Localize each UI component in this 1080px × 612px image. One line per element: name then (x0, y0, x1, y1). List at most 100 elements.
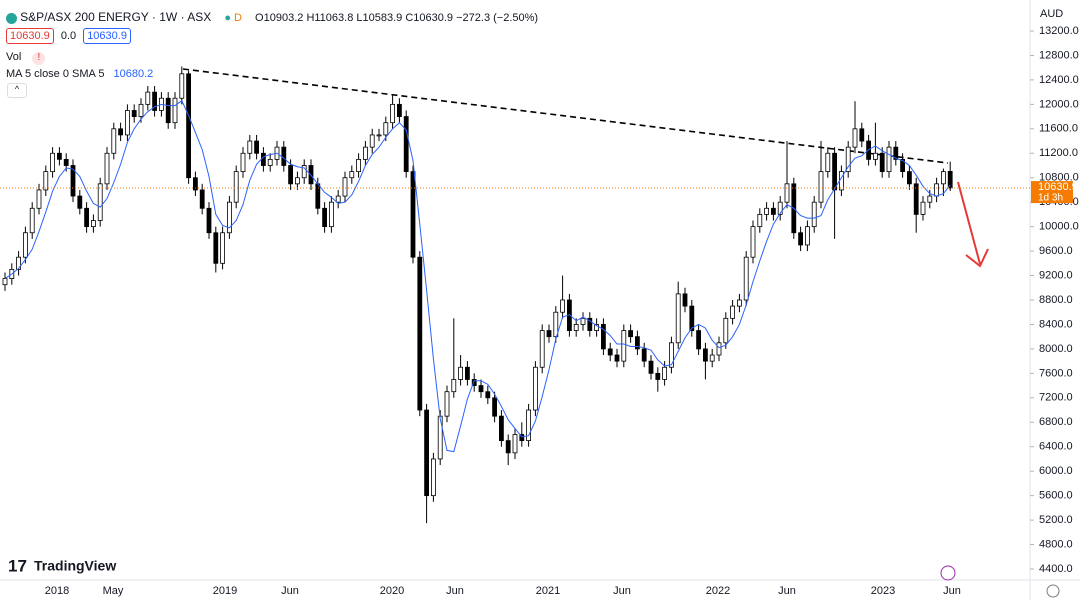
bid[interactable]: 10630.9 (6, 28, 54, 44)
candle-body (533, 366, 538, 411)
y-tick-label: 13200.0 (1039, 25, 1079, 37)
candle-body (900, 158, 905, 173)
candle-body (396, 103, 402, 117)
quote-row: 10630.9 0.0 10630.9 (6, 28, 131, 44)
candle-body (601, 324, 606, 350)
candle-body (152, 91, 158, 111)
x-tick-label: Jun (943, 585, 961, 597)
candle-body (913, 183, 919, 215)
currency[interactable]: AUD (1040, 8, 1063, 20)
candle-body (84, 207, 89, 228)
candle-body (254, 140, 260, 154)
candle-body (111, 128, 117, 154)
candle-body (777, 201, 783, 215)
candle-body (743, 256, 749, 301)
x-tick-label: Jun (446, 585, 464, 597)
candle-body (36, 189, 42, 209)
lightning-icon[interactable] (940, 565, 956, 581)
x-tick-label: 2022 (706, 585, 730, 597)
candle-body (723, 317, 729, 344)
candle-body (614, 354, 620, 362)
ma-label[interactable]: MA 5 close 0 SMA 5 (6, 68, 105, 80)
candle-body (947, 171, 953, 189)
x-tick-label: 2018 (45, 585, 69, 597)
candle-body (757, 214, 763, 228)
spread: 0.0 (60, 30, 77, 42)
last-price-tag (1031, 181, 1073, 204)
candle-body (798, 232, 803, 246)
high: H11063.8 (306, 12, 354, 24)
candle-body (934, 183, 939, 197)
candle-body (342, 177, 348, 197)
candle-body (247, 140, 253, 154)
symbol[interactable]: S&P/ASX 200 ENERGY · 1W · ASX (20, 10, 212, 24)
y-tick-label: 12000.0 (1039, 98, 1079, 110)
candle-body (138, 103, 144, 117)
candle-body (920, 201, 926, 215)
candle-body (70, 165, 76, 197)
candle-body (16, 256, 22, 270)
legend-row: S&P/ASX 200 ENERGY · 1W · ASX ● D O10903… (6, 10, 538, 24)
y-tick-label: 8800.0 (1039, 294, 1073, 306)
candle-body (294, 177, 300, 185)
candle-body (893, 146, 899, 160)
x-tick-label: May (103, 585, 124, 597)
candle-body (832, 152, 837, 191)
y-tick-label: 12800.0 (1039, 49, 1079, 61)
candle-body (125, 110, 130, 136)
x-tick-label: 2023 (871, 585, 895, 597)
flag: D (234, 12, 242, 24)
candle-body (22, 232, 28, 258)
settings-icon[interactable] (1046, 584, 1060, 598)
vol-label[interactable]: Vol (6, 51, 22, 63)
y-tick-label: 5600.0 (1039, 490, 1073, 502)
candle-body (376, 134, 382, 137)
candle-body (546, 330, 552, 338)
y-tick-label: 10000.0 (1039, 221, 1079, 233)
candle-body (458, 366, 464, 380)
candle-body (655, 372, 661, 380)
last-price-label: 10630.9 (1038, 181, 1078, 193)
candle-body (750, 226, 756, 258)
candle-body (594, 324, 599, 331)
candle-body (662, 366, 667, 380)
candle-body (220, 232, 226, 264)
logo-mark: 17 (8, 556, 27, 575)
candle-body (206, 207, 212, 234)
arrow[interactable] (957, 181, 989, 268)
y-tick-label: 11600.0 (1039, 123, 1078, 135)
status-dot: ● (224, 12, 231, 24)
y-tick-label: 6800.0 (1039, 416, 1073, 428)
candle-body (213, 232, 219, 264)
ma-line (4, 99, 951, 453)
x-tick-label: 2019 (213, 585, 237, 597)
y-tick-label: 10800.0 (1039, 172, 1079, 184)
candle-body (43, 171, 49, 191)
candle-body (635, 336, 640, 350)
y-tick-label: 4400.0 (1039, 563, 1073, 575)
warning-icon[interactable]: ! (32, 52, 46, 65)
branding: TradingView (34, 558, 116, 574)
candle-body (471, 379, 477, 386)
candle-body (437, 415, 443, 460)
y-tick-label: 9600.0 (1039, 245, 1073, 257)
candle-body (328, 201, 334, 228)
x-tick-label: 2020 (380, 585, 404, 597)
candle-body (226, 201, 232, 234)
y-tick-label: 8000.0 (1039, 343, 1073, 355)
candle-body (573, 324, 579, 331)
candle-body (410, 171, 416, 258)
candle-body (648, 360, 654, 374)
y-tick-label: 6400.0 (1039, 441, 1073, 453)
collapse-button[interactable]: ^ (7, 83, 27, 98)
candle-body (873, 152, 878, 160)
trendline[interactable] (182, 68, 949, 164)
candle-body (669, 342, 674, 368)
ask[interactable]: 10630.9 (83, 28, 131, 44)
candle-body (587, 317, 593, 331)
x-tick-label: 2021 (536, 585, 560, 597)
candle-body (628, 330, 633, 338)
candle-body (349, 171, 355, 179)
candle-body (199, 189, 205, 209)
candle-body (145, 91, 151, 105)
